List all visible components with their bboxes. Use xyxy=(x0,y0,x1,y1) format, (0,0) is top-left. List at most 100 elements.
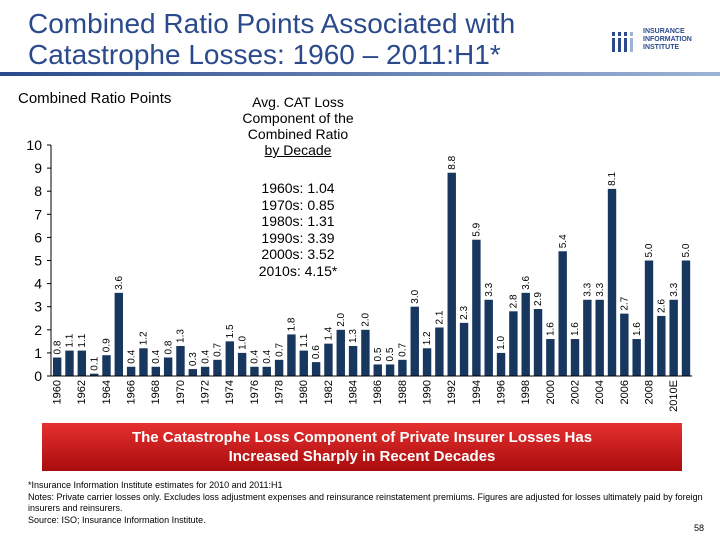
x-tick-label: 1974 xyxy=(224,380,236,404)
bar xyxy=(521,292,530,376)
bar xyxy=(250,366,259,376)
bar xyxy=(287,334,296,376)
bar xyxy=(77,350,87,376)
data-label: 8.8 xyxy=(447,155,458,169)
bar xyxy=(139,348,148,376)
bar xyxy=(644,260,654,376)
x-tick-label: 1990 xyxy=(421,380,433,404)
data-label: 2.0 xyxy=(336,312,347,326)
bar xyxy=(299,350,308,376)
bar xyxy=(583,299,592,376)
data-label: 1.5 xyxy=(225,324,236,338)
bar xyxy=(373,364,382,376)
data-label: 5.9 xyxy=(472,222,483,236)
bar xyxy=(52,357,62,376)
data-label: 1.2 xyxy=(139,331,150,345)
y-tick-label: 9 xyxy=(34,160,42,176)
callout-heading: Avg. CAT Loss Component of the Combined … xyxy=(223,94,373,158)
data-label: 0.8 xyxy=(52,340,63,354)
x-tick-label: 1992 xyxy=(446,380,458,404)
data-label: 0.5 xyxy=(385,347,396,361)
data-label: 0.4 xyxy=(200,349,211,363)
x-tick-label: 1996 xyxy=(495,380,507,404)
bar xyxy=(311,362,321,376)
bar xyxy=(262,366,271,376)
y-tick-label: 7 xyxy=(34,206,42,222)
bar xyxy=(558,251,567,376)
x-tick-label: 1964 xyxy=(101,380,113,404)
bar xyxy=(546,339,555,376)
x-tick-label: 1978 xyxy=(274,380,286,404)
data-label: 8.1 xyxy=(607,172,618,186)
bar xyxy=(669,299,678,376)
data-label: 2.3 xyxy=(459,306,470,320)
data-label: 2.0 xyxy=(361,312,372,326)
data-label: 0.3 xyxy=(188,352,199,366)
bar xyxy=(509,311,518,376)
data-label: 1.0 xyxy=(496,336,507,350)
y-tick-label: 5 xyxy=(34,253,42,269)
data-label: 3.6 xyxy=(114,276,125,290)
data-label: 5.0 xyxy=(644,243,655,257)
data-label: 2.6 xyxy=(656,299,667,313)
y-tick-label: 1 xyxy=(34,345,42,361)
bar xyxy=(237,352,247,376)
x-tick-label: 2010E xyxy=(668,380,680,412)
y-tick-label: 6 xyxy=(34,229,42,245)
bar xyxy=(657,315,666,376)
decade-average-callout: Avg. CAT Loss Component of the Combined … xyxy=(223,82,373,292)
takeaway-banner: The Catastrophe Loss Component of Privat… xyxy=(42,423,682,471)
x-tick-label: 1976 xyxy=(249,380,261,404)
decade-average: 1990s: 3.39 xyxy=(261,229,335,246)
data-labels-group: 0.8 1.1 1.10.10.93.60.41.20.40.81.30.3 0.4 0… xyxy=(52,155,692,370)
bar xyxy=(163,357,173,376)
bar xyxy=(472,239,481,376)
title-line-1: Combined Ratio Points Associated with xyxy=(28,8,516,39)
x-tick-label: 1980 xyxy=(298,380,310,404)
data-label: 0.7 xyxy=(398,342,409,356)
callout-heading-line: by Decade xyxy=(264,142,332,158)
logo-line-3: INSTITUTE xyxy=(643,44,680,51)
x-tick-label: 1988 xyxy=(397,380,409,404)
callout-heading-line: Avg. CAT Loss xyxy=(252,94,344,110)
bar xyxy=(274,359,284,376)
x-tick-label: 1968 xyxy=(150,380,162,404)
bar xyxy=(324,343,333,376)
bar-chart: 0.8 1.1 1.10.10.93.60.41.20.40.81.30.3 0.4 0… xyxy=(26,137,693,412)
banner-line-2: Increased Sharply in Recent Decades xyxy=(228,448,496,465)
x-tick-label: 2004 xyxy=(594,380,606,404)
data-label: 1.8 xyxy=(287,317,298,331)
bar xyxy=(422,348,432,376)
decade-average: 1960s: 1.04 xyxy=(261,180,335,196)
x-tick-label: 1972 xyxy=(200,380,212,404)
data-label: 5.0 xyxy=(681,243,692,257)
logo-mark-icon xyxy=(610,32,636,52)
bar xyxy=(459,322,469,376)
data-label: 1.6 xyxy=(546,322,557,336)
data-label: 1.3 xyxy=(176,329,187,343)
data-label: 0.7 xyxy=(213,342,224,356)
data-label: 1.1 xyxy=(299,333,310,347)
x-tick-label: 1962 xyxy=(76,380,88,404)
banner-line-1: The Catastrophe Loss Component of Privat… xyxy=(131,429,593,446)
callout-heading-line: Combined Ratio xyxy=(247,126,349,142)
bar xyxy=(620,313,629,376)
callout-heading-line: Component of the xyxy=(242,110,354,126)
y-tick-label: 2 xyxy=(34,322,42,338)
y-tick-label: 3 xyxy=(34,299,42,315)
y-axis-label: Combined Ratio Points xyxy=(18,90,172,107)
logo-line-1: INSURANCE xyxy=(643,28,685,35)
data-label: 1.4 xyxy=(324,326,335,340)
data-label: 0.7 xyxy=(274,342,285,356)
decade-average: 1980s: 1.31 xyxy=(261,213,335,229)
bar xyxy=(102,355,111,376)
x-tick-label: 1998 xyxy=(520,380,532,404)
data-label: 1.1 xyxy=(77,333,88,347)
x-tick-label: 2008 xyxy=(643,380,655,404)
data-label: 0.9 xyxy=(102,338,113,352)
data-label: 1.6 xyxy=(632,322,643,336)
axes-group: 0 1 2 3 4 5 6 7 8 9 10 1960 1962 1964 1966 1968 1970 1972… xyxy=(26,137,693,412)
x-tick-label: 1966 xyxy=(126,380,138,404)
bar xyxy=(435,327,444,376)
y-tick-label: 4 xyxy=(34,276,42,292)
